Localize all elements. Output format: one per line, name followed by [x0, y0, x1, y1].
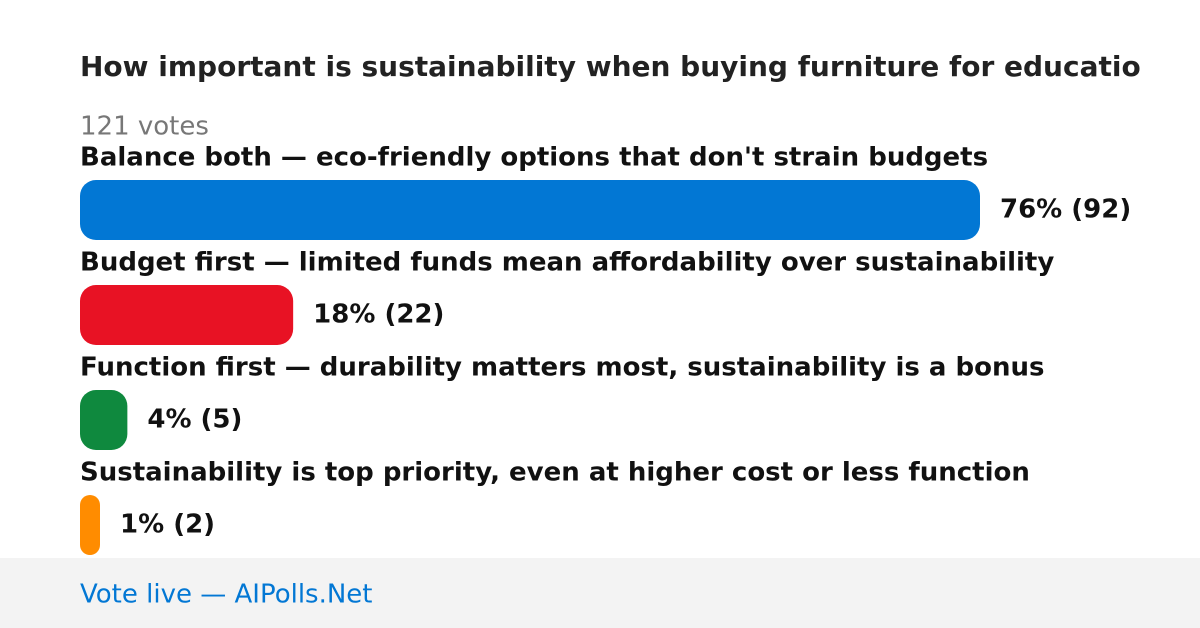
bar — [80, 390, 128, 450]
value-label: 4% (5) — [147, 405, 242, 435]
footer-bar — [0, 558, 1200, 628]
value-label: 18% (22) — [313, 300, 444, 330]
value-label: 76% (92) — [1000, 195, 1131, 225]
value-label: 1% (2) — [120, 510, 215, 540]
vote-count: 121 votes — [80, 112, 209, 142]
poll-title: How important is sustainability when buy… — [80, 50, 1141, 83]
footer-link[interactable]: Vote live — AIPolls.Net — [80, 580, 373, 610]
option-label: Budget first — limited funds mean afford… — [80, 248, 1054, 278]
option-label: Balance both — eco-friendly options that… — [80, 143, 988, 173]
bar — [80, 495, 100, 555]
bar — [80, 285, 294, 345]
bar — [80, 180, 980, 240]
option-label: Sustainability is top priority, even at … — [80, 458, 1030, 488]
option-label: Function first — durability matters most… — [80, 353, 1044, 383]
